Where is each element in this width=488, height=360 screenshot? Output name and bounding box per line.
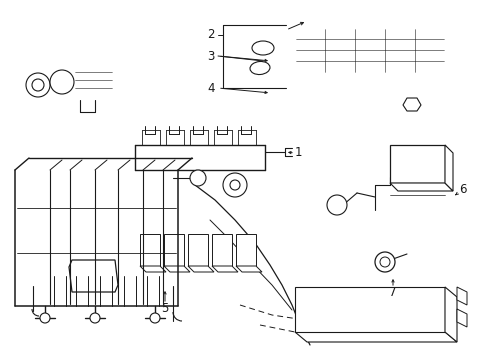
Polygon shape <box>236 234 256 266</box>
Text: 5: 5 <box>161 301 168 315</box>
Text: 3: 3 <box>207 49 214 63</box>
Circle shape <box>374 252 394 272</box>
Polygon shape <box>402 98 420 111</box>
Circle shape <box>90 313 100 323</box>
Polygon shape <box>294 287 444 332</box>
Text: 6: 6 <box>458 184 466 197</box>
Text: 1: 1 <box>294 147 301 159</box>
Text: 2: 2 <box>207 28 214 41</box>
Circle shape <box>150 313 160 323</box>
Polygon shape <box>187 266 214 272</box>
Polygon shape <box>163 266 190 272</box>
Polygon shape <box>389 145 444 183</box>
Circle shape <box>32 79 44 91</box>
Polygon shape <box>444 287 456 342</box>
Polygon shape <box>187 234 207 266</box>
Circle shape <box>229 180 240 190</box>
Polygon shape <box>140 266 165 272</box>
Polygon shape <box>212 234 231 266</box>
Circle shape <box>40 313 50 323</box>
Polygon shape <box>69 260 118 292</box>
Text: 7: 7 <box>388 285 396 298</box>
Polygon shape <box>389 183 452 191</box>
Ellipse shape <box>249 62 269 75</box>
Polygon shape <box>456 309 466 327</box>
Polygon shape <box>212 266 238 272</box>
Polygon shape <box>444 145 452 191</box>
Text: 4: 4 <box>207 81 214 94</box>
Circle shape <box>26 73 50 97</box>
Ellipse shape <box>251 41 273 55</box>
Polygon shape <box>140 234 160 266</box>
Circle shape <box>223 173 246 197</box>
Circle shape <box>190 170 205 186</box>
Polygon shape <box>456 287 466 305</box>
Polygon shape <box>236 266 262 272</box>
Circle shape <box>50 70 74 94</box>
Circle shape <box>379 257 389 267</box>
Polygon shape <box>294 332 456 342</box>
Polygon shape <box>163 234 183 266</box>
Circle shape <box>326 195 346 215</box>
